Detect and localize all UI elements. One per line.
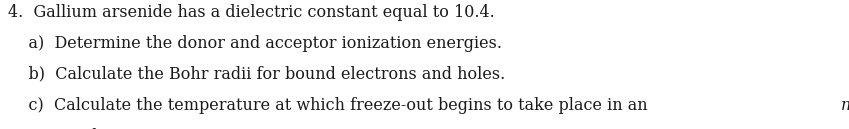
Text: n: n — [841, 97, 849, 114]
Text: a)  Determine the donor and acceptor ionization energies.: a) Determine the donor and acceptor ioni… — [8, 35, 503, 52]
Text: 4.  Gallium arsenide has a dielectric constant equal to 10.4.: 4. Gallium arsenide has a dielectric con… — [8, 4, 495, 21]
Text: b)  Calculate the Bohr radii for bound electrons and holes.: b) Calculate the Bohr radii for bound el… — [8, 66, 506, 83]
Text: sample.: sample. — [8, 128, 113, 129]
Text: c)  Calculate the temperature at which freeze-out begins to take place in an: c) Calculate the temperature at which fr… — [8, 97, 653, 114]
